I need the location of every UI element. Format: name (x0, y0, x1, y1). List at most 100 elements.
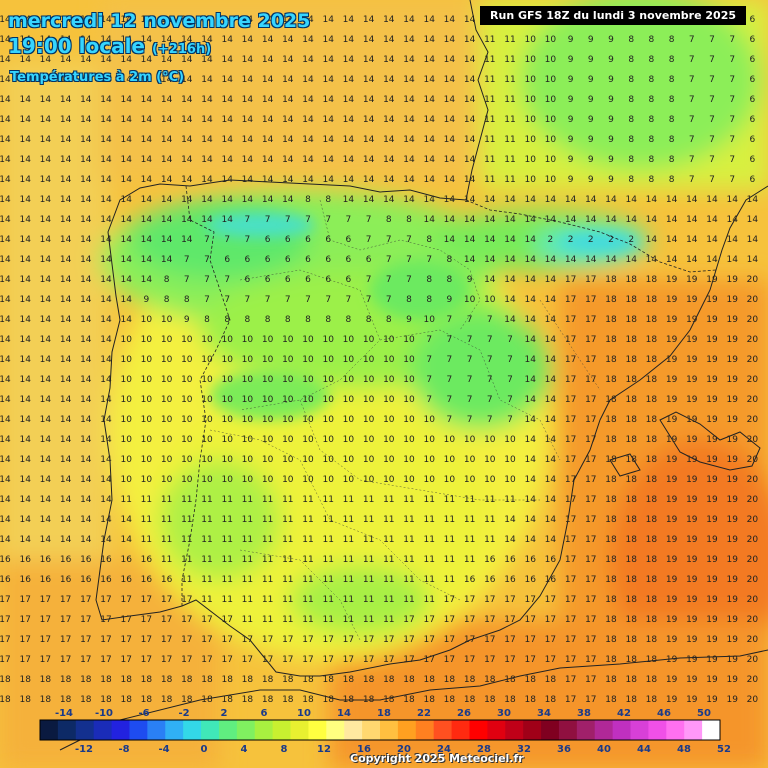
svg-text:18: 18 (625, 435, 637, 445)
svg-text:8: 8 (628, 35, 634, 45)
svg-text:14: 14 (262, 155, 274, 165)
svg-text:14: 14 (363, 195, 375, 205)
svg-text:17: 17 (322, 655, 333, 665)
svg-text:19: 19 (726, 615, 738, 625)
svg-text:11: 11 (363, 535, 374, 545)
legend-swatch (594, 720, 614, 740)
svg-text:17: 17 (565, 355, 576, 365)
svg-text:14: 14 (80, 335, 92, 345)
copyright: Copyright 2025 Meteociel.fr (350, 752, 524, 765)
svg-text:9: 9 (608, 175, 614, 185)
svg-text:14: 14 (221, 135, 233, 145)
legend-top-label: 2 (221, 708, 228, 719)
svg-text:8: 8 (649, 75, 655, 85)
svg-text:11: 11 (221, 535, 232, 545)
svg-text:14: 14 (201, 15, 213, 25)
svg-text:7: 7 (447, 375, 453, 385)
svg-text:14: 14 (161, 35, 173, 45)
svg-text:14: 14 (60, 395, 72, 405)
svg-text:17: 17 (141, 615, 152, 625)
svg-text:16: 16 (464, 575, 476, 585)
svg-text:18: 18 (383, 695, 395, 705)
legend-swatch (505, 720, 524, 740)
svg-text:14: 14 (0, 355, 11, 365)
svg-text:14: 14 (60, 495, 72, 505)
svg-text:8: 8 (669, 175, 675, 185)
svg-text:14: 14 (19, 275, 31, 285)
legend-bottom-label: 32 (517, 744, 531, 755)
svg-text:19: 19 (706, 535, 718, 545)
svg-text:11: 11 (181, 535, 192, 545)
svg-text:7: 7 (487, 375, 493, 385)
svg-text:10: 10 (161, 315, 173, 325)
svg-text:10: 10 (120, 355, 132, 365)
svg-text:11: 11 (484, 95, 495, 105)
svg-text:17: 17 (565, 635, 576, 645)
svg-text:14: 14 (80, 315, 92, 325)
svg-text:9: 9 (608, 55, 614, 65)
svg-text:14: 14 (221, 155, 233, 165)
svg-text:10: 10 (524, 95, 536, 105)
svg-text:7: 7 (487, 395, 493, 405)
svg-text:14: 14 (423, 75, 435, 85)
svg-text:10: 10 (403, 475, 415, 485)
svg-text:14: 14 (302, 155, 314, 165)
svg-text:10: 10 (302, 415, 314, 425)
svg-text:17: 17 (585, 575, 596, 585)
temperature-detail (205, 213, 640, 420)
svg-text:18: 18 (262, 695, 274, 705)
svg-text:11: 11 (282, 595, 293, 605)
svg-text:8: 8 (669, 115, 675, 125)
svg-text:10: 10 (322, 475, 334, 485)
svg-text:14: 14 (201, 215, 213, 225)
svg-text:7: 7 (265, 215, 271, 225)
svg-text:7: 7 (709, 115, 715, 125)
svg-text:14: 14 (464, 95, 476, 105)
svg-text:16: 16 (19, 555, 31, 565)
svg-text:10: 10 (464, 475, 476, 485)
svg-text:6: 6 (750, 55, 756, 65)
svg-text:6: 6 (265, 255, 271, 265)
svg-text:14: 14 (403, 55, 415, 65)
svg-text:8: 8 (426, 235, 432, 245)
svg-text:18: 18 (444, 675, 456, 685)
svg-text:14: 14 (19, 295, 31, 305)
svg-text:14: 14 (120, 255, 132, 265)
svg-text:14: 14 (201, 35, 213, 45)
svg-text:11: 11 (484, 55, 495, 65)
legend-swatch (218, 720, 238, 740)
svg-text:18: 18 (625, 555, 637, 565)
forecast-time-label: 19:00 locale (8, 34, 145, 58)
svg-text:14: 14 (141, 75, 153, 85)
svg-text:11: 11 (363, 555, 374, 565)
svg-text:18: 18 (646, 635, 658, 645)
svg-text:17: 17 (0, 635, 11, 645)
svg-text:14: 14 (221, 55, 233, 65)
svg-text:8: 8 (628, 175, 634, 185)
svg-text:14: 14 (40, 435, 52, 445)
svg-text:14: 14 (19, 355, 31, 365)
svg-text:7: 7 (386, 255, 392, 265)
legend-swatch (541, 720, 560, 740)
legend-top-label: 6 (261, 708, 268, 719)
svg-text:10: 10 (545, 115, 557, 125)
svg-text:10: 10 (242, 375, 254, 385)
svg-text:17: 17 (565, 315, 576, 325)
svg-text:16: 16 (524, 575, 536, 585)
svg-text:10: 10 (120, 455, 132, 465)
svg-text:17: 17 (565, 435, 576, 445)
svg-text:14: 14 (686, 235, 698, 245)
svg-text:18: 18 (181, 675, 193, 685)
svg-text:14: 14 (0, 455, 11, 465)
svg-text:14: 14 (161, 195, 173, 205)
svg-text:7: 7 (447, 335, 453, 345)
svg-text:9: 9 (568, 155, 574, 165)
svg-text:7: 7 (285, 215, 291, 225)
legend-swatch (630, 720, 649, 740)
svg-text:17: 17 (141, 655, 152, 665)
svg-text:19: 19 (706, 275, 718, 285)
svg-text:10: 10 (242, 475, 254, 485)
svg-text:10: 10 (221, 395, 233, 405)
svg-text:18: 18 (484, 675, 496, 685)
svg-text:14: 14 (423, 35, 435, 45)
